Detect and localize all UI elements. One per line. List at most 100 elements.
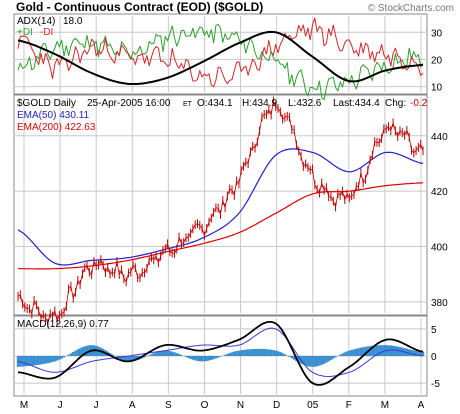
macd-histogram-bar	[187, 356, 190, 358]
macd-histogram-bar	[207, 356, 211, 361]
macd-histogram-bar	[157, 351, 160, 356]
x-tick-label: M	[20, 400, 28, 411]
macd-label: MACD(12,26,9) 0.77	[17, 319, 109, 330]
y-tick-label: 0	[431, 352, 437, 363]
macd-histogram-bar	[129, 356, 132, 362]
macd-histogram-bar	[274, 350, 277, 356]
ema50-label: EMA(50) 430.11	[17, 110, 90, 121]
macd-histogram-bar	[219, 356, 222, 357]
macd-histogram-bar	[205, 356, 208, 362]
macd-histogram-bar	[281, 353, 284, 356]
macd-histogram-bar	[228, 353, 231, 356]
macd-histogram-bar	[67, 354, 70, 356]
macd-histogram-bar	[343, 352, 346, 356]
macd-histogram-bar	[327, 356, 330, 362]
macd-histogram-bar	[147, 355, 151, 356]
macd-histogram-bar	[230, 352, 234, 356]
macd-histogram-bar	[85, 345, 89, 356]
macd-histogram-bar	[309, 356, 312, 367]
x-tick-label: F	[346, 400, 352, 411]
macd-histogram-bar	[175, 353, 178, 356]
info-chg-label: Chg:	[385, 98, 406, 109]
macd-histogram-bar	[32, 356, 36, 366]
macd-histogram-bar	[83, 346, 86, 356]
macd-histogram-bar	[81, 347, 84, 356]
macd-histogram-bar	[269, 349, 273, 356]
macd-histogram-bar	[306, 356, 310, 367]
macd-histogram-bar	[49, 356, 52, 363]
x-tick-label: N	[237, 400, 244, 411]
macd-histogram-bar	[292, 356, 296, 360]
macd-histogram-bar	[302, 356, 305, 365]
macd-histogram-bar	[407, 349, 411, 356]
macd-histogram-bar	[329, 356, 333, 361]
macd-histogram-bar	[265, 349, 268, 356]
macd-histogram-bar	[173, 352, 176, 356]
macd-histogram-bar	[203, 356, 206, 362]
macd-histogram-bar	[198, 356, 201, 362]
macd-histogram-bar	[143, 356, 146, 358]
info-last: Last:434.4	[333, 98, 380, 109]
macd-histogram-bar	[193, 356, 197, 361]
macd-histogram-bar	[267, 349, 271, 356]
macd-histogram-bar	[72, 351, 75, 356]
macd-histogram-bar	[375, 345, 379, 356]
ticks-layer: M J J A S O N D 05 F M A 30 20 10 440 420 400 380 5 0 -5	[20, 28, 448, 411]
x-tick-label: J	[58, 400, 63, 411]
macd-histogram-bar	[332, 356, 335, 359]
macd-histogram-bar	[341, 353, 344, 356]
grid-layer	[14, 16, 427, 394]
macd-histogram-bar	[60, 356, 63, 359]
macd-histogram-bar	[78, 348, 82, 356]
macd-histogram-bar	[380, 345, 383, 356]
macd-histogram-bar	[127, 356, 130, 362]
macd-histogram-bar	[122, 356, 126, 361]
macd-histogram-bar	[152, 353, 155, 356]
macd-histogram-bar	[168, 351, 172, 356]
macd-histogram-bar	[394, 346, 397, 356]
macd-histogram-bar	[180, 354, 183, 356]
adx-line	[17, 30, 424, 85]
macd-histogram-bar	[62, 356, 66, 358]
x-tick-label: 05	[307, 400, 319, 411]
macd-histogram-bar	[359, 347, 363, 356]
macd-histogram-bar	[318, 356, 321, 366]
macd-histogram-bar	[368, 346, 372, 356]
x-tick-label: J	[94, 400, 99, 411]
minus-di-line	[17, 17, 424, 88]
macd-histogram-bar	[26, 356, 29, 367]
macd-histogram-bar	[417, 351, 420, 356]
macd-histogram-bar	[297, 356, 300, 363]
macd-histogram-bar	[260, 348, 264, 356]
macd-histogram-bar	[244, 349, 248, 356]
macd-histogram-bar	[378, 345, 381, 356]
macd-histogram-bar	[320, 356, 323, 365]
info-date: 25-Apr-2005 16:00	[87, 98, 171, 109]
y-tick-label: 440	[431, 132, 448, 143]
macd-histogram-bar	[355, 348, 358, 356]
macd-histogram-bar	[364, 346, 367, 356]
macd-histogram-bar	[210, 356, 213, 360]
macd-histogram-bar	[290, 356, 294, 359]
macd-histogram-bar	[396, 346, 399, 356]
macd-histogram-bar	[382, 345, 386, 356]
macd-histogram-bar	[304, 356, 307, 366]
y-tick-label: 400	[431, 243, 448, 254]
macd-histogram-bar	[345, 351, 349, 356]
y-tick-label: -5	[431, 379, 440, 390]
macd-histogram-bar	[253, 348, 257, 356]
macd-histogram-bar	[46, 356, 50, 364]
info-chg-value: -0.2	[410, 98, 428, 109]
macd-histogram-bar	[159, 351, 162, 356]
x-tick-label: A	[129, 400, 136, 411]
macd-histogram-bar	[74, 350, 77, 356]
macd-histogram-bar	[389, 345, 392, 356]
macd-histogram-bar	[131, 356, 135, 362]
adx-label: ADX(14)	[17, 16, 55, 27]
macd-histogram-bar	[325, 356, 328, 363]
macd-histogram-bar	[258, 348, 261, 356]
macd-histogram-bar	[251, 349, 254, 356]
macd-histogram-bar	[226, 353, 229, 356]
info-tz: ET	[183, 101, 193, 108]
